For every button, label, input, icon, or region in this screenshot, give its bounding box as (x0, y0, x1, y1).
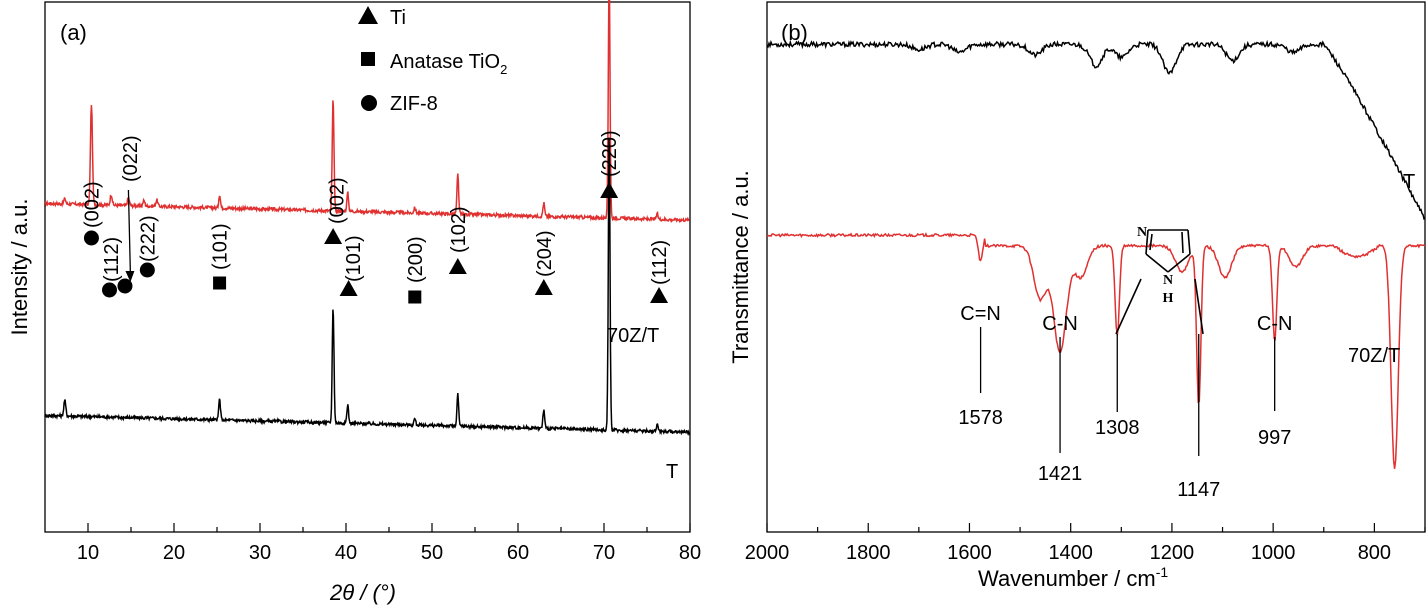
triangle-marker-icon (324, 228, 343, 244)
x-tick-label: 1600 (947, 542, 992, 564)
x-tick-label: 20 (163, 542, 185, 564)
series-label: T (1403, 171, 1415, 193)
imidazole-structure-icon (1115, 229, 1204, 335)
x-axis-title: 2θ / (°) (329, 580, 396, 605)
y-axis-title: Intensity / a.u. (7, 199, 32, 336)
band-label: C-N (1042, 313, 1078, 335)
legend-marker-triangle-icon (358, 6, 378, 24)
x-tick-label: 40 (335, 542, 357, 564)
series-label: 70Z/T (607, 325, 659, 347)
annotation-arrow (127, 189, 132, 276)
x-tick-label: 1000 (1251, 542, 1296, 564)
peak-label: (002) (327, 177, 349, 224)
x-tick-label: 1400 (1048, 542, 1093, 564)
circle-marker-icon (139, 262, 155, 278)
triangle-marker-icon (600, 182, 619, 198)
arrow-head-icon (125, 271, 135, 282)
legend-entry: Ti (390, 7, 406, 29)
legend: Ti Anatase TiO2 ZIF-8 (358, 6, 507, 115)
plot-frame (766, 1, 1426, 533)
plot-frame (44, 1, 691, 533)
x-tick-label: 2000 (745, 542, 790, 564)
circle-marker-icon (102, 282, 117, 298)
x-tick-label: 60 (507, 542, 529, 564)
legend-entry: ZIF-8 (390, 93, 438, 115)
x-tick-label: 30 (249, 542, 271, 564)
peak-label: (112) (649, 240, 671, 285)
atom-label: N (1137, 225, 1147, 240)
band-annotations: C=N C-N C-N 1578 1421 1308 1147 997 (958, 303, 1292, 501)
x-tick-label: 1200 (1150, 542, 1195, 564)
y-axis-title: Transmittance / a.u. (728, 170, 753, 364)
series-line (766, 39, 1426, 220)
x-tick-label: 1800 (846, 542, 891, 564)
series-line (44, 0, 690, 224)
peak-label: (022) (120, 135, 142, 182)
triangle-marker-icon (339, 280, 358, 296)
peak-label: (220) (599, 130, 621, 177)
peak-label: (222) (137, 215, 159, 262)
x-axis: 2000 1800 1600 1400 1200 1000 800 (745, 523, 1426, 564)
legend-entry: Anatase TiO2 (390, 51, 507, 77)
x-tick-label: 800 (1358, 542, 1391, 564)
band-value-label: 1147 (1177, 479, 1220, 501)
series-lines (766, 39, 1426, 469)
square-marker-icon (408, 290, 422, 304)
peak-label: (204) (534, 230, 556, 277)
legend-marker-square-icon (361, 52, 375, 66)
x-tick-label: 10 (77, 542, 99, 564)
series-label: T (666, 461, 678, 483)
circle-marker-icon (83, 230, 99, 246)
band-value-label: 1308 (1095, 417, 1140, 439)
series-label: 70Z/T (1348, 345, 1400, 367)
peak-label: (101) (343, 235, 365, 282)
peak-label: (200) (405, 236, 427, 283)
circle-marker-icon (117, 278, 133, 294)
atom-label: H (1163, 291, 1174, 306)
x-tick-label: 80 (679, 542, 701, 564)
panel-label: (b) (781, 20, 808, 45)
triangle-marker-icon (448, 258, 467, 274)
peak-annotations: (002) (112) (022) (222) (101) (002) (101) (200)… (81, 130, 671, 304)
ftir-panel: (b) 2000 1800 1600 1400 1200 1000 800 C=N C-N C-… (728, 1, 1426, 591)
band-label: C-N (1257, 313, 1293, 335)
panel-label: (a) (60, 20, 87, 45)
band-value-label: 997 (1258, 427, 1291, 449)
xrd-panel: (a) Ti Anatase TiO2 ZIF-8 10 20 30 40 50 60 70… (7, 0, 701, 605)
peak-label: (112) (101, 237, 123, 282)
triangle-marker-icon (650, 287, 669, 303)
band-value-label: 1421 (1038, 463, 1083, 485)
x-axis: 10 20 30 40 50 60 70 80 (77, 523, 701, 564)
x-axis-title: Wavenumber / cm-1 (978, 564, 1168, 591)
triangle-marker-icon (534, 279, 553, 295)
atom-label: N (1163, 273, 1173, 288)
band-value-label: 1578 (958, 407, 1003, 429)
peak-label: (002) (81, 181, 103, 228)
x-tick-label: 50 (421, 542, 443, 564)
peak-label: (102) (448, 206, 470, 253)
band-label: C=N (960, 303, 1001, 325)
square-marker-icon (213, 276, 227, 290)
series-line (766, 232, 1426, 469)
series-lines (44, 0, 691, 437)
legend-marker-circle-icon (361, 95, 377, 111)
series-line (44, 137, 691, 437)
x-tick-label: 70 (593, 542, 615, 564)
peak-label: (101) (210, 223, 232, 270)
